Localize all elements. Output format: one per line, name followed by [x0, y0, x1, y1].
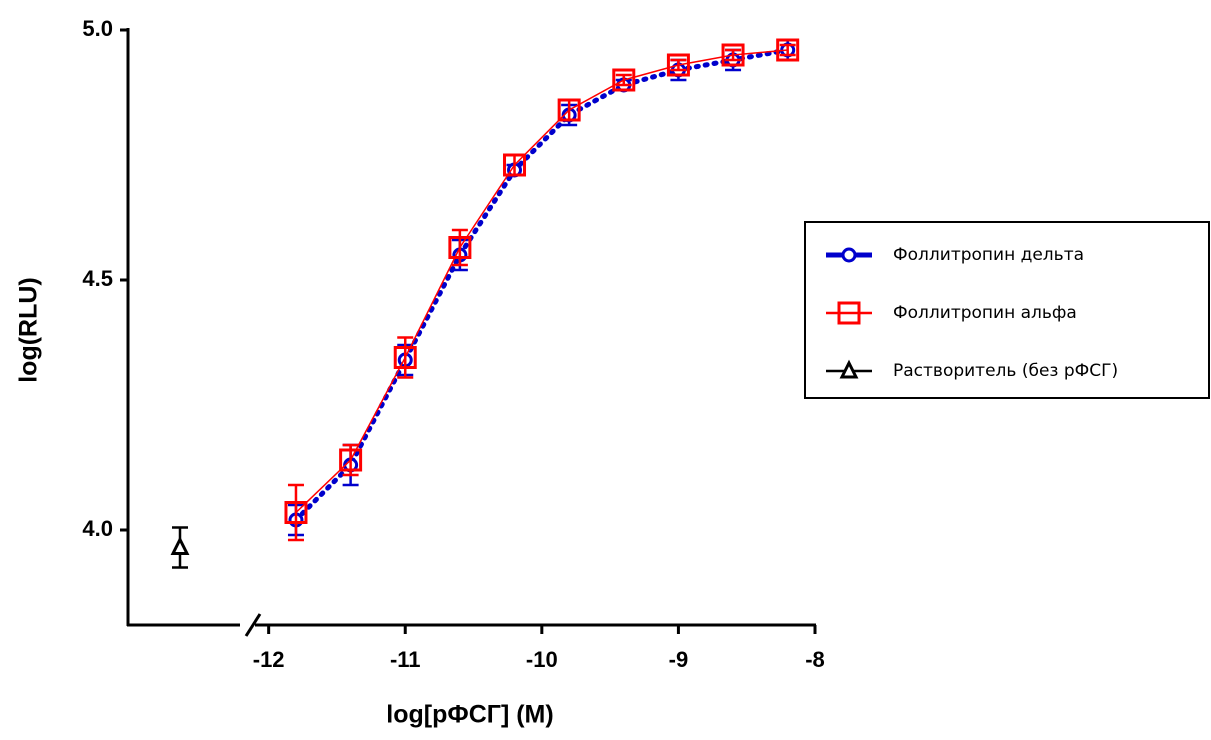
- x-tick-label: -12: [253, 647, 285, 672]
- series-line: [293, 47, 791, 523]
- error-bar: [670, 58, 687, 72]
- error-bar: [779, 43, 796, 57]
- data-point: [503, 153, 527, 177]
- series-line: [295, 49, 788, 514]
- error-bar: [397, 336, 414, 379]
- data-point: [448, 236, 472, 259]
- data-point: [612, 68, 636, 92]
- data-point: [666, 53, 690, 77]
- legend-label: Фоллитропин дельта: [893, 245, 1084, 265]
- legend-label: Растворитель (без рФСГ): [893, 361, 1118, 381]
- legend-marker: [837, 301, 861, 325]
- legend-marker: [839, 359, 859, 379]
- x-tick-label: -10: [526, 647, 558, 672]
- y-tick-label: 4.0: [82, 516, 113, 541]
- x-tick-label: -11: [390, 647, 421, 672]
- data-point: [284, 501, 308, 524]
- legend-box: [804, 221, 1210, 399]
- data-point: [721, 43, 745, 67]
- error-bar: [451, 228, 468, 267]
- y-tick-label: 5.0: [82, 16, 113, 41]
- y-tick-label: 4.5: [82, 266, 113, 291]
- x-tick-label: -8: [805, 647, 825, 672]
- error-bar: [287, 483, 304, 542]
- data-point: [393, 346, 417, 369]
- data-point: [170, 536, 190, 555]
- x-axis-title: log[рФСГ] (M): [386, 701, 553, 729]
- legend-label: Фоллитропин альфа: [893, 303, 1077, 323]
- data-point: [339, 448, 363, 472]
- legend-marker: [841, 247, 857, 263]
- error-bar: [725, 48, 742, 62]
- data-point: [776, 38, 800, 62]
- data-point: [557, 98, 581, 122]
- y-axis-title: log(RLU): [15, 277, 43, 383]
- error-bar: [615, 73, 632, 87]
- axis-break: [244, 613, 262, 637]
- x-tick-label: -9: [669, 647, 689, 672]
